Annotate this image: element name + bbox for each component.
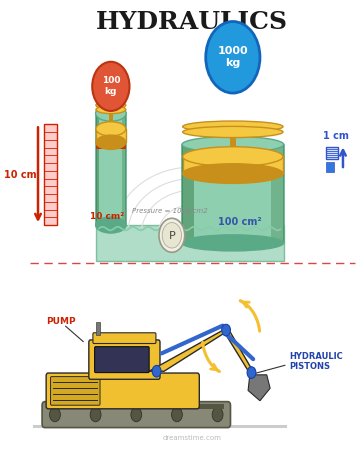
Bar [230, 131, 236, 157]
Ellipse shape [96, 106, 126, 114]
Bar [95, 322, 100, 335]
Bar [109, 109, 113, 129]
Ellipse shape [183, 126, 283, 138]
Bar [44, 124, 57, 225]
Circle shape [159, 218, 185, 252]
Bar [95, 225, 284, 261]
Bar [33, 425, 287, 427]
Text: 10 cm²: 10 cm² [90, 212, 125, 220]
Circle shape [172, 408, 182, 422]
Text: P: P [168, 231, 175, 241]
FancyBboxPatch shape [50, 377, 100, 405]
Circle shape [92, 62, 130, 111]
Polygon shape [248, 375, 270, 401]
Text: 1000
kg: 1000 kg [217, 46, 248, 68]
FancyBboxPatch shape [95, 346, 149, 373]
Text: 1 cm: 1 cm [323, 131, 348, 141]
FancyBboxPatch shape [42, 402, 231, 428]
Text: 100
kg: 100 kg [102, 76, 120, 96]
Text: 100 cm²: 100 cm² [218, 217, 261, 227]
Ellipse shape [95, 105, 126, 121]
Bar [48, 405, 224, 409]
Circle shape [90, 408, 101, 422]
Bar [95, 113, 126, 225]
Bar [326, 147, 338, 159]
FancyBboxPatch shape [93, 333, 156, 343]
Ellipse shape [183, 147, 283, 166]
Circle shape [131, 408, 142, 422]
Ellipse shape [182, 136, 284, 153]
Polygon shape [149, 330, 229, 371]
Ellipse shape [183, 121, 283, 132]
Polygon shape [223, 330, 254, 373]
Text: HYDRAULIC
PISTONS: HYDRAULIC PISTONS [289, 352, 343, 371]
Circle shape [247, 367, 256, 378]
Text: Pressure = 10kg/cm2: Pressure = 10kg/cm2 [132, 208, 208, 214]
Circle shape [222, 324, 231, 336]
Bar [182, 144, 194, 243]
Ellipse shape [183, 164, 283, 184]
Text: dreamstime.com: dreamstime.com [163, 435, 222, 441]
FancyBboxPatch shape [89, 340, 160, 379]
Text: PUMP: PUMP [46, 317, 76, 326]
Bar [183, 157, 283, 174]
Bar [95, 113, 99, 225]
Ellipse shape [96, 122, 126, 136]
Circle shape [49, 408, 60, 422]
Bar [182, 144, 284, 243]
Bar [326, 162, 334, 172]
Bar [272, 144, 284, 243]
FancyBboxPatch shape [46, 373, 199, 409]
Circle shape [206, 22, 260, 93]
Bar [96, 142, 126, 149]
Circle shape [162, 223, 182, 248]
Ellipse shape [96, 101, 126, 109]
Text: HYDRAULICS: HYDRAULICS [96, 9, 288, 33]
Bar [96, 129, 126, 142]
Ellipse shape [182, 235, 284, 251]
Text: 10 cm: 10 cm [4, 170, 36, 180]
Bar [122, 113, 126, 225]
Circle shape [212, 408, 223, 422]
Circle shape [152, 365, 161, 377]
Ellipse shape [95, 217, 126, 233]
Ellipse shape [96, 135, 126, 149]
